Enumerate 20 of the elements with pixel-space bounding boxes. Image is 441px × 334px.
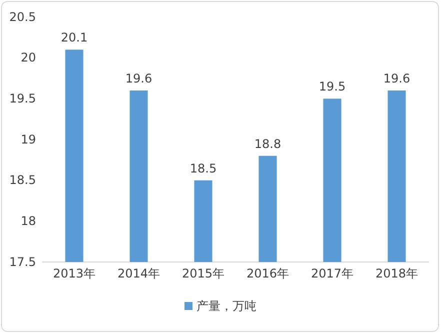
y-tick-label: 20.5 [9,10,36,24]
legend-label: 产量，万吨 [196,299,256,313]
x-tick-label: 2018年 [375,266,418,281]
data-label: 19.6 [125,72,152,86]
y-tick-label: 18.5 [9,173,36,188]
x-tick-label: 2016年 [246,266,290,281]
data-label: 18.5 [190,161,217,176]
data-label: 20.1 [60,30,88,45]
data-label: 19.5 [318,80,346,94]
y-tick-label: 19.5 [9,92,36,106]
y-tick-label: 19 [20,132,36,146]
data-label: 18.8 [254,136,282,151]
x-tick-label: 2013年 [52,266,96,281]
x-tick-label: 2017年 [310,266,354,281]
y-tick-label: 18 [20,214,36,228]
x-tick-label: 2014年 [117,266,160,281]
x-tick-label: 2015年 [182,266,225,281]
y-tick-label: 17.5 [9,254,36,269]
data-label: 19.6 [383,72,410,86]
y-tick-label: 20 [20,50,36,65]
